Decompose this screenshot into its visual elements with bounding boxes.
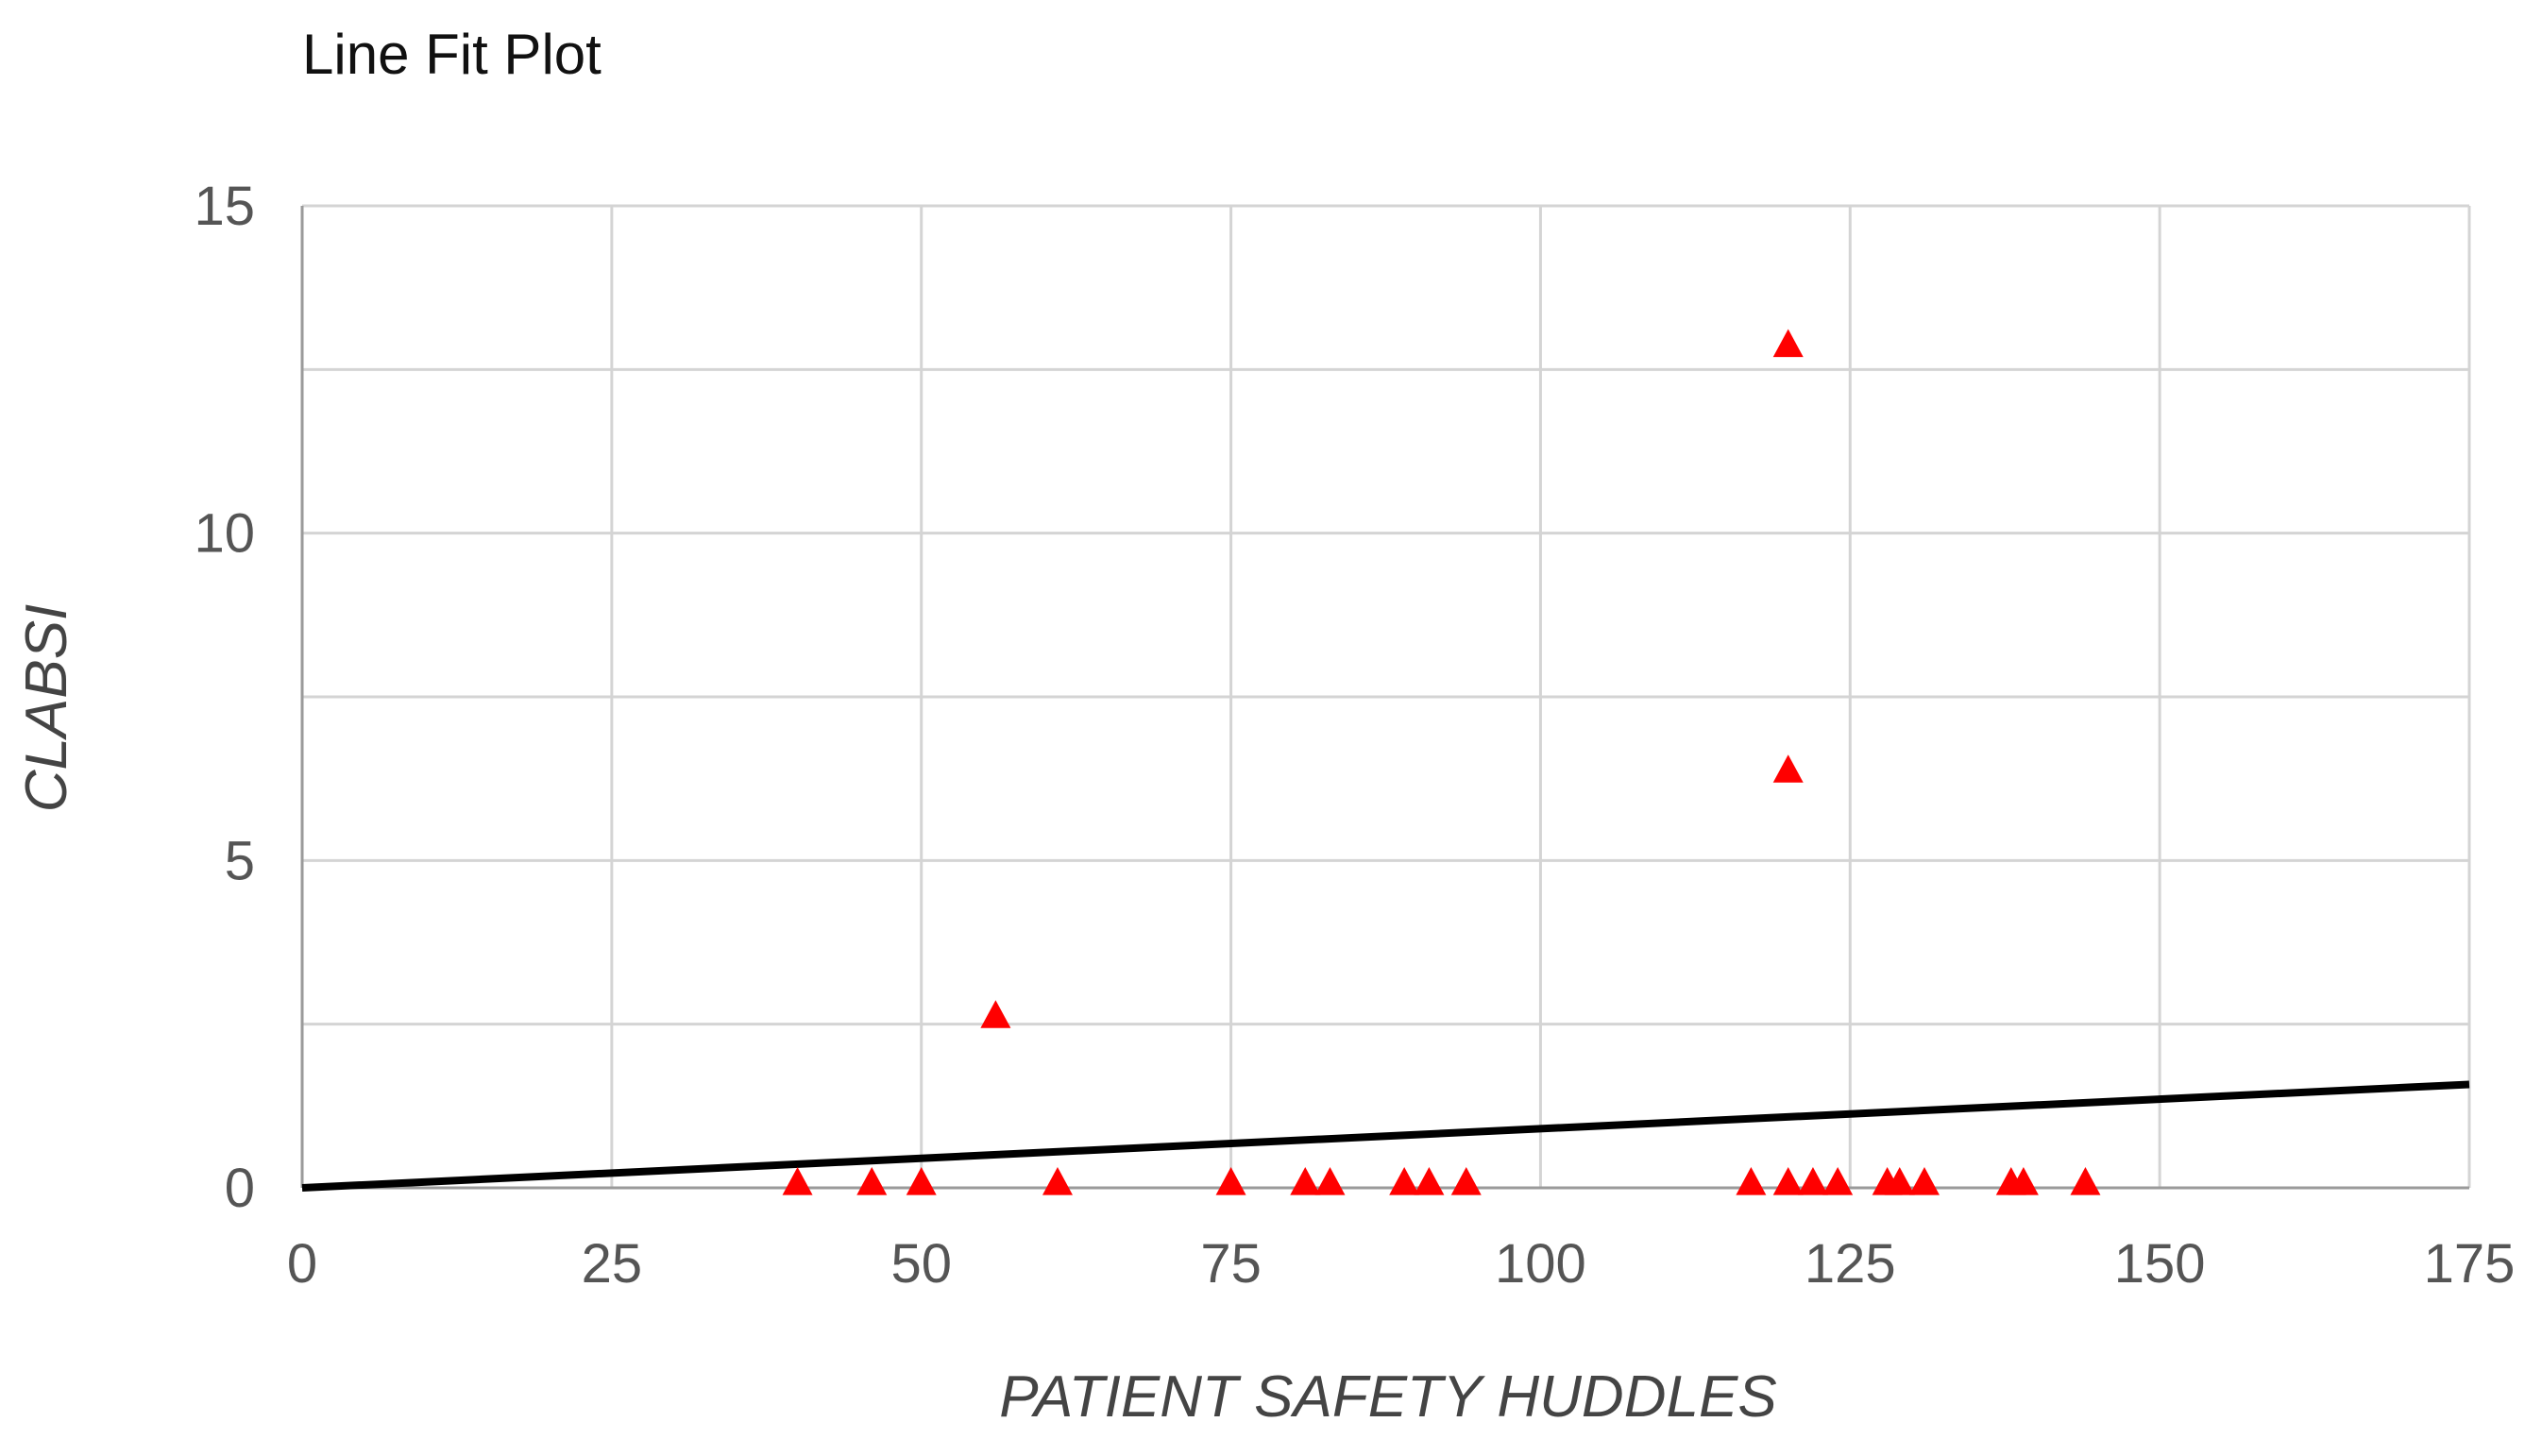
x-tick-label-6: 150 — [2114, 1233, 2206, 1295]
y-tick-label-3: 15 — [194, 176, 255, 237]
data-point-4 — [1042, 1167, 1073, 1195]
x-tick-label-0: 0 — [287, 1233, 317, 1295]
data-point-6 — [1290, 1167, 1321, 1195]
x-tick-label-5: 125 — [1805, 1233, 1896, 1295]
gridlines — [300, 204, 2471, 1190]
data-point-15 — [1797, 1167, 1828, 1195]
x-tick-label-3: 75 — [1200, 1233, 1262, 1295]
data-point-21 — [2008, 1167, 2039, 1195]
data-points — [782, 329, 2101, 1195]
data-point-16 — [1822, 1167, 1854, 1195]
y-axis-label: CLABSI — [14, 604, 79, 813]
data-point-22 — [2070, 1167, 2101, 1195]
y-tick-label-0: 0 — [225, 1158, 255, 1219]
data-point-10 — [1450, 1167, 1482, 1195]
y-tick-label-1: 5 — [225, 830, 255, 891]
tick-labels: 0 25 50 75 100 125 150 175 0 5 10 15 — [194, 176, 2515, 1295]
data-point-5 — [1215, 1167, 1246, 1195]
data-point-12 — [1772, 1167, 1804, 1195]
data-point-11 — [1736, 1167, 1767, 1195]
data-point-1 — [856, 1167, 888, 1195]
data-point-0 — [782, 1167, 813, 1195]
data-point-8 — [1389, 1167, 1420, 1195]
x-tick-label-4: 100 — [1495, 1233, 1586, 1295]
data-point-9 — [1414, 1167, 1445, 1195]
x-tick-label-2: 50 — [890, 1233, 952, 1295]
x-tick-label-7: 175 — [2424, 1233, 2516, 1295]
chart-title: Line Fit Plot — [302, 23, 602, 86]
fit-line-group — [301, 1080, 2470, 1192]
data-point-19 — [1908, 1167, 1940, 1195]
y-tick-label-2: 10 — [194, 503, 255, 565]
data-point-18 — [1884, 1167, 1915, 1195]
fit-line — [301, 1080, 2470, 1192]
x-tick-label-1: 25 — [582, 1233, 643, 1295]
data-point-3 — [980, 1000, 1011, 1028]
data-point-2 — [906, 1167, 937, 1195]
x-axis-label: PATIENT SAFETY HUDDLES — [999, 1364, 1776, 1430]
data-point-13 — [1772, 754, 1804, 783]
data-point-7 — [1314, 1167, 1346, 1195]
data-point-14 — [1772, 329, 1804, 358]
